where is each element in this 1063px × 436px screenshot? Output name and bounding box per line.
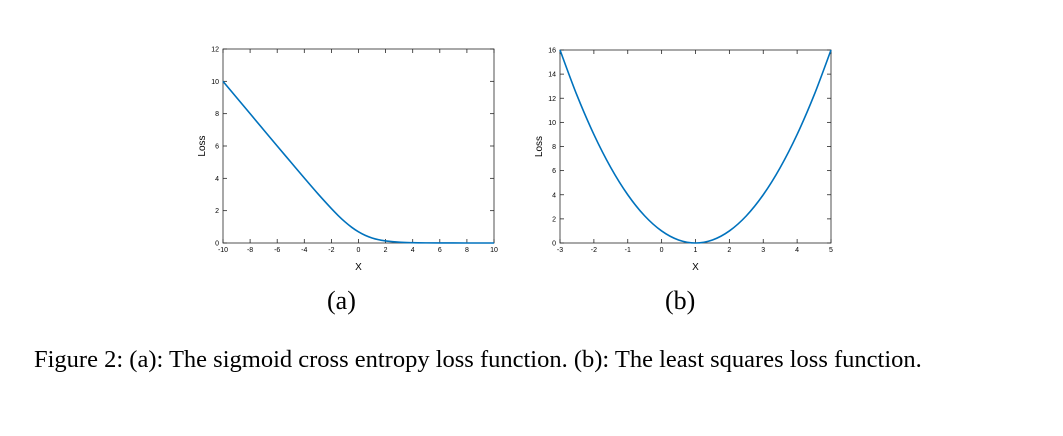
plot-a-axes-box: [222, 48, 495, 244]
plot-a-ytick-label: 12: [211, 47, 219, 54]
plot-b-ytick-label: 10: [548, 120, 556, 127]
plot-b-xtick-label: 1: [694, 247, 698, 254]
plot-a-xtick-label: -8: [247, 247, 253, 254]
plot-b-series-line: [559, 49, 832, 244]
plot-a-ytick-label: 8: [215, 111, 219, 118]
plot-b-xtick-label: 3: [761, 247, 765, 254]
plot-b-ytick-label: 4: [552, 192, 556, 199]
plot-a-ytick-label: 6: [215, 144, 219, 151]
plot-b-ytick-label: 2: [552, 216, 556, 223]
plot-b-ytick-label: 12: [548, 96, 556, 103]
plot-a-ylabel: Loss: [197, 135, 208, 156]
plot-b-xtick-label: 0: [660, 247, 664, 254]
plot-b-xtick-label: -1: [625, 247, 631, 254]
plot-b-axes-box: [559, 49, 832, 244]
plot-b-xtick-label: 4: [795, 247, 799, 254]
plot-a-xtick-label: 0: [357, 247, 361, 254]
plot-b-ytick-label: 0: [552, 241, 556, 248]
plot-a-series-line: [222, 80, 495, 244]
plot-a-xtick-label: 4: [411, 247, 415, 254]
plot-b-xtick-label: -3: [557, 247, 563, 254]
figure-caption: Figure 2: (a): The sigmoid cross entropy…: [34, 344, 1024, 376]
plot-a-ytick-label: 10: [211, 79, 219, 86]
plot-a-xtick-label: 10: [490, 247, 498, 254]
plot-a-xtick-label: 8: [465, 247, 469, 254]
caption-label: Figure 2:: [34, 346, 124, 373]
subfigure-label-a: (a): [327, 286, 356, 315]
plot-b-ytick-label: 14: [548, 72, 556, 79]
caption-text: (a): The sigmoid cross entropy loss func…: [129, 346, 922, 373]
plot-a-xtick-label: -6: [274, 247, 280, 254]
plot-b-ytick-label: 16: [548, 48, 556, 55]
plot-a-ytick-label: 0: [215, 241, 219, 248]
plot-b-xlabel: X: [692, 262, 699, 273]
plot-a-xtick-label: -4: [301, 247, 307, 254]
plot-a-xtick-label: -10: [218, 247, 228, 254]
plot-a-ytick-label: 4: [215, 176, 219, 183]
plot-a-xlabel: X: [355, 262, 362, 273]
plot-b-ytick-label: 8: [552, 144, 556, 151]
plot-b-xtick-label: 2: [727, 247, 731, 254]
plot-b-xtick-label: 5: [829, 247, 833, 254]
plot-b-ytick-label: 6: [552, 168, 556, 175]
subfigure-label-b: (b): [665, 286, 696, 315]
plot-b-ylabel: Loss: [534, 136, 545, 157]
plot-a-xtick-label: -2: [328, 247, 334, 254]
plot-b-xtick-label: -2: [591, 247, 597, 254]
plot-a-xtick-label: 6: [438, 247, 442, 254]
plot-a-ytick-label: 2: [215, 208, 219, 215]
plot-a-xtick-label: 2: [384, 247, 388, 254]
plot-a-sigmoid-cross-entropy: -10 -8 -6 -4 -2 0 2 4 6 8 10 0 2 4 6 8 10 12 X Loss: [197, 47, 498, 274]
